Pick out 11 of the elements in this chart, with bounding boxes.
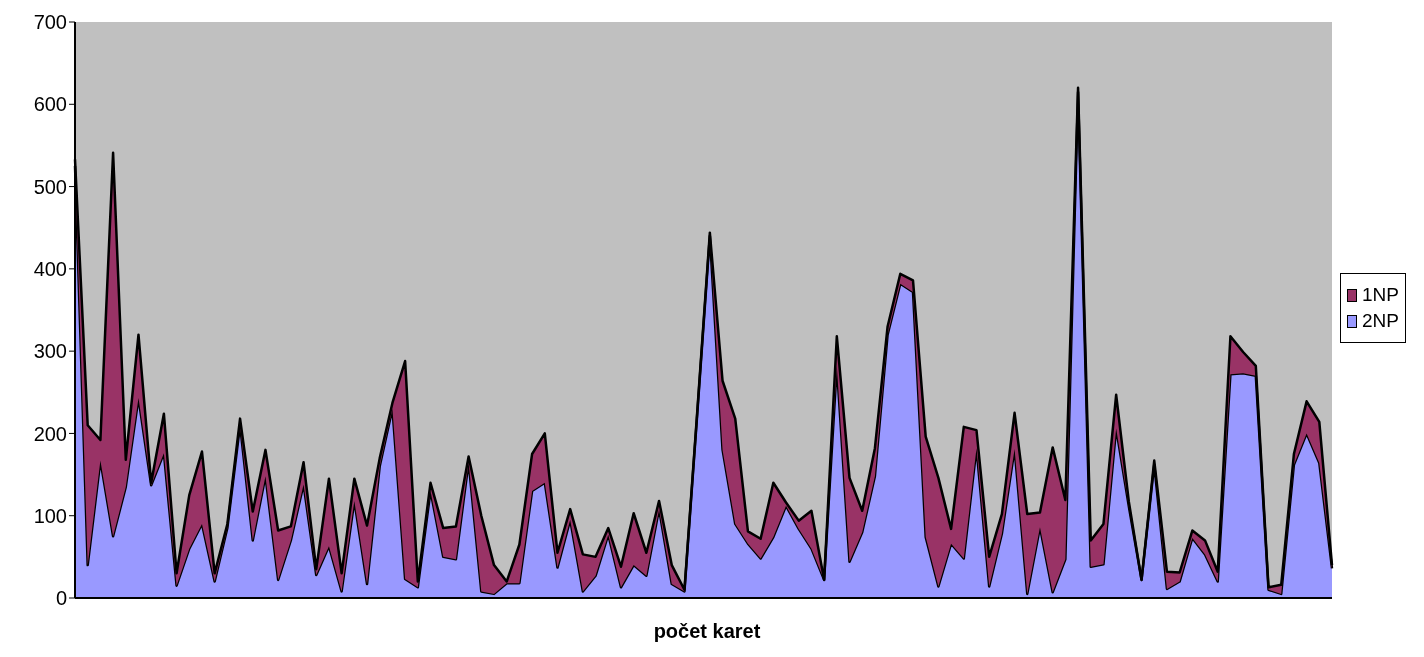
y-tick-label: 500 (33, 175, 67, 198)
y-tick-label: 300 (33, 340, 67, 363)
y-tick-label: 0 (55, 587, 67, 610)
x-axis-title: počet karet (652, 620, 762, 643)
y-tick-label: 600 (33, 93, 67, 116)
y-tick-label: 700 (33, 11, 67, 34)
legend-label: 1NP (1362, 284, 1399, 306)
y-tick-label: 400 (33, 257, 67, 280)
legend-label: 2NP (1362, 310, 1399, 332)
y-tick-label: 100 (33, 504, 67, 527)
y-tick-label: 200 (33, 422, 67, 445)
